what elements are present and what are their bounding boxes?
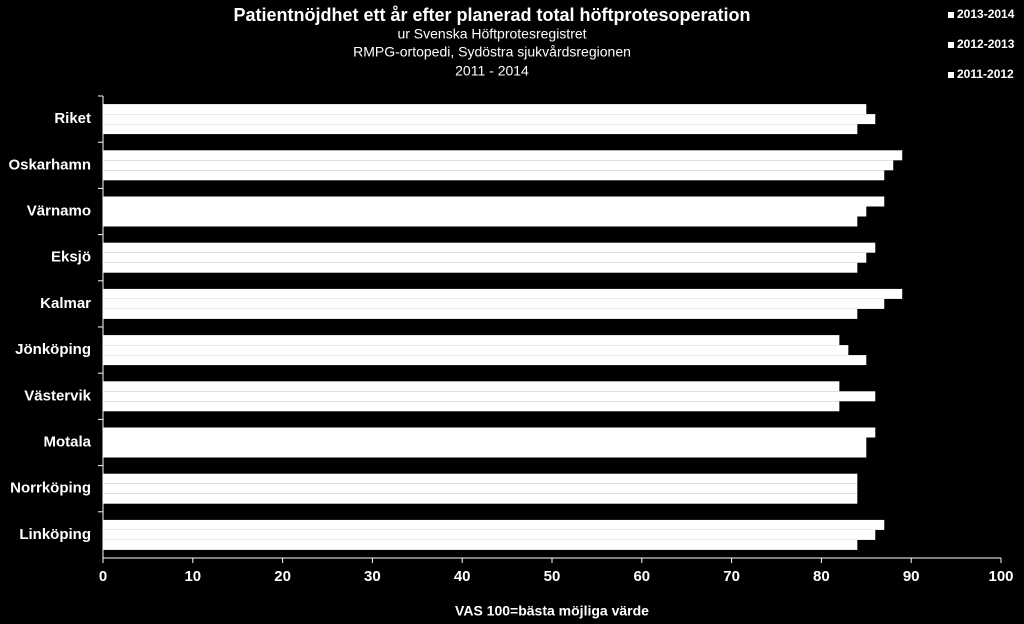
legend-label: 2011-2012 <box>957 67 1014 81</box>
x-tick-label: 20 <box>274 568 291 585</box>
bar <box>103 150 903 161</box>
bar <box>103 335 840 346</box>
bar <box>103 170 885 181</box>
y-tick-label: Riket <box>54 110 91 127</box>
chart-title: Patientnöjdhet ett år efter planerad tot… <box>233 5 750 25</box>
y-tick-label: Eksjö <box>51 249 91 266</box>
bar <box>103 473 858 484</box>
x-tick-label: 80 <box>813 568 830 585</box>
bar <box>103 288 903 299</box>
bar <box>103 391 876 402</box>
y-tick-label: Värnamo <box>27 202 91 219</box>
bar <box>103 114 876 125</box>
bar <box>103 345 849 356</box>
x-axis-label: VAS 100=bästa möjliga värde <box>455 603 649 619</box>
bar <box>103 519 885 530</box>
x-tick-label: 100 <box>988 568 1013 585</box>
y-tick-label: Kalmar <box>40 295 91 312</box>
bar <box>103 252 867 263</box>
bar <box>103 308 858 319</box>
x-tick-label: 70 <box>723 568 740 585</box>
bar <box>103 483 858 494</box>
bar <box>103 124 858 135</box>
bar <box>103 437 867 448</box>
x-tick-label: 40 <box>454 568 471 585</box>
y-tick-label: Jönköping <box>15 341 91 358</box>
bar <box>103 529 876 540</box>
bar <box>103 104 867 115</box>
legend-swatch <box>948 12 954 18</box>
x-tick-label: 50 <box>544 568 561 585</box>
x-tick-label: 0 <box>99 568 107 585</box>
legend-swatch <box>948 72 954 78</box>
y-tick-label: Oskarhamn <box>8 156 91 173</box>
x-tick-label: 10 <box>184 568 201 585</box>
bar <box>103 242 876 253</box>
legend-swatch <box>948 42 954 48</box>
bar <box>103 381 840 392</box>
bar <box>103 196 885 207</box>
y-tick-label: Norrköping <box>10 480 91 497</box>
chart-subtitle: RMPG-ortopedi, Sydöstra sjukvårdsregione… <box>353 44 631 60</box>
bar <box>103 401 840 412</box>
bar <box>103 160 894 171</box>
bar <box>103 493 858 504</box>
x-tick-label: 30 <box>364 568 381 585</box>
chart-subtitle: 2011 - 2014 <box>455 63 529 79</box>
x-tick-label: 90 <box>903 568 920 585</box>
bar <box>103 447 867 458</box>
bar <box>103 216 858 227</box>
chart-subtitle: ur Svenska Höftprotesregistret <box>397 26 586 42</box>
legend-label: 2013-2014 <box>957 7 1015 21</box>
y-tick-label: Linköping <box>19 526 91 543</box>
y-tick-label: Västervik <box>24 387 91 404</box>
x-tick-label: 60 <box>633 568 650 585</box>
bar <box>103 427 876 438</box>
bar <box>103 539 858 550</box>
bar <box>103 206 867 217</box>
bar <box>103 355 867 366</box>
legend-label: 2012-2013 <box>957 37 1015 51</box>
bar <box>103 298 885 309</box>
y-tick-label: Motala <box>43 433 91 450</box>
bar <box>103 262 858 273</box>
